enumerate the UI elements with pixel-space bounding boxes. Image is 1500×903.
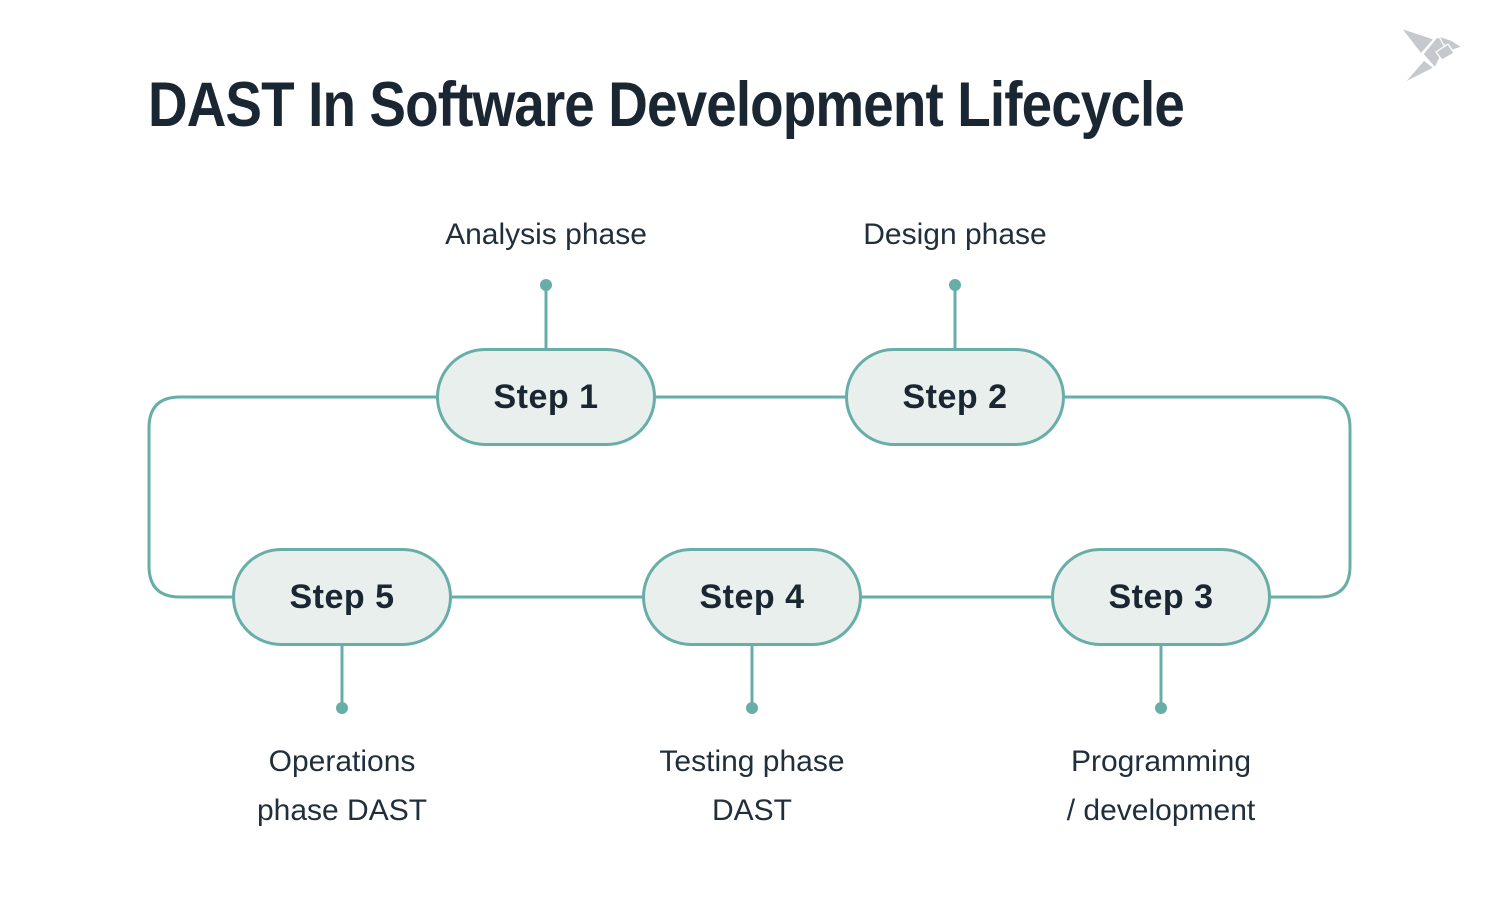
phase-label-operations: Operations phase DAST — [256, 745, 428, 827]
phase-label-design: Design phase — [863, 218, 1047, 251]
origami-bird-icon — [1400, 27, 1463, 84]
phase-label-programming: Programming / development — [1066, 745, 1256, 827]
dot-step1 — [540, 279, 552, 291]
step-5-label: Step 5 — [289, 577, 395, 616]
step-1-label: Step 1 — [493, 377, 599, 416]
phase-label-analysis: Analysis phase — [445, 218, 647, 251]
phase-label-testing: Testing phase DAST — [659, 745, 845, 827]
bird-head-beak — [1438, 35, 1463, 52]
dot-step5 — [336, 702, 348, 714]
dot-step3 — [1155, 702, 1167, 714]
step-1-node: Step 1 — [436, 348, 656, 446]
step-5-node: Step 5 — [232, 548, 452, 646]
loop-step5-step1 — [147, 395, 438, 599]
step-2-node: Step 2 — [845, 348, 1065, 446]
dot-step4 — [746, 702, 758, 714]
page-title: DAST In Software Development Lifecycle — [148, 70, 1185, 140]
dot-step2 — [949, 279, 961, 291]
step-4-node: Step 4 — [642, 548, 862, 646]
step-3-label: Step 3 — [1108, 577, 1214, 616]
loop-step2-step3 — [1063, 395, 1352, 599]
bird-wing — [1400, 27, 1435, 55]
bird-breast — [1435, 43, 1455, 61]
step-4-label: Step 4 — [699, 577, 805, 616]
step-3-node: Step 3 — [1051, 548, 1271, 646]
bird-tail — [1403, 59, 1435, 84]
step-2-label: Step 2 — [902, 377, 1008, 416]
